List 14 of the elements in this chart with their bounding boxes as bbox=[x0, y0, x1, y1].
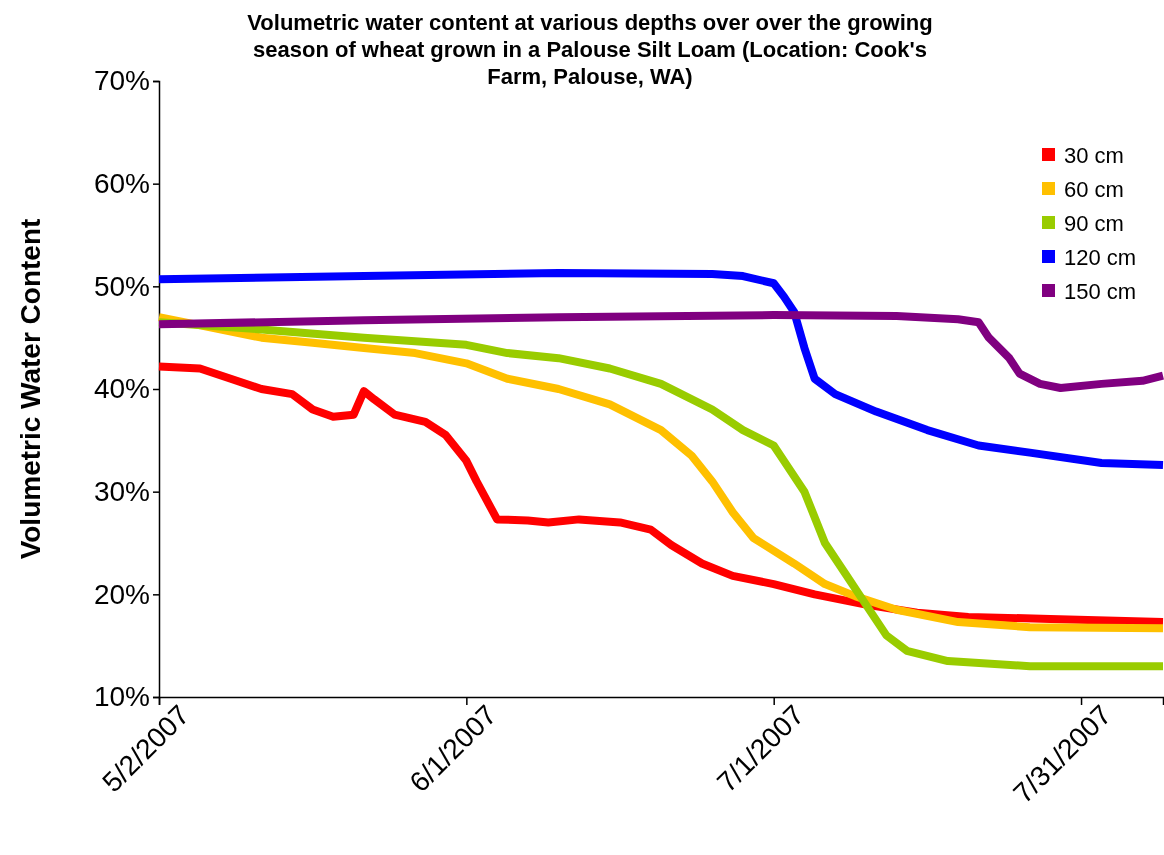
legend-label: 60 cm bbox=[1064, 176, 1124, 202]
chart-title: Volumetric water content at various depths over over the growing season of wheat grown in a Palouse Silt Loam (Location: Cook's Farm, Palouse, WA) bbox=[247, 10, 933, 89]
y-tick-label: 30% bbox=[93, 476, 150, 508]
y-tick-label: 70% bbox=[93, 65, 150, 97]
y-tick-label: 50% bbox=[93, 270, 150, 302]
legend-label: 30 cm bbox=[1064, 142, 1124, 168]
legend-label: 150 cm bbox=[1064, 278, 1137, 304]
legend-label: 120 cm bbox=[1064, 244, 1137, 270]
y-tick-label: 40% bbox=[93, 373, 150, 405]
y-tick-label: 60% bbox=[93, 168, 150, 200]
y-tick-label: 10% bbox=[93, 681, 150, 713]
legend-label: 90 cm bbox=[1064, 210, 1124, 236]
y-tick-label: 20% bbox=[93, 578, 150, 610]
y-axis-title: Volumetric Water Content bbox=[15, 218, 46, 560]
